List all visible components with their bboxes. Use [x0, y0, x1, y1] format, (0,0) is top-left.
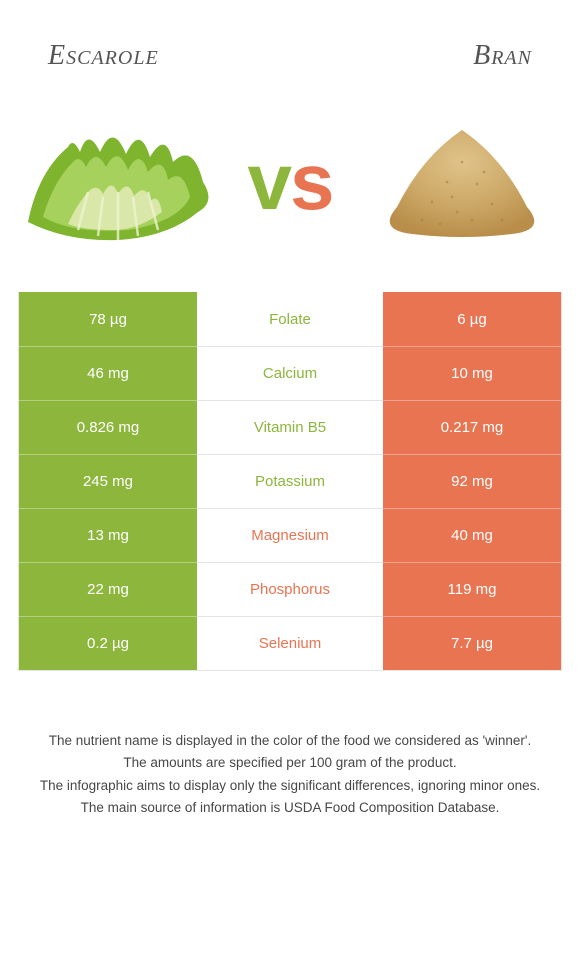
footer-line: The infographic aims to display only the…: [28, 776, 552, 796]
right-value: 40 mg: [383, 508, 561, 562]
left-value: 0.826 mg: [19, 400, 197, 454]
right-value: 92 mg: [383, 454, 561, 508]
vs-s: s: [290, 137, 333, 226]
nutrient-label: Folate: [197, 292, 383, 346]
hero-row: vs: [18, 82, 562, 292]
infographic-container: Escarole Bran vs: [0, 0, 580, 840]
right-value: 0.217 mg: [383, 400, 561, 454]
left-food-title: Escarole: [48, 40, 159, 72]
left-value: 0.2 µg: [19, 616, 197, 670]
bran-image: [362, 112, 562, 252]
footer-line: The nutrient name is displayed in the co…: [28, 731, 552, 751]
left-value: 22 mg: [19, 562, 197, 616]
footer-line: The amounts are specified per 100 gram o…: [28, 753, 552, 773]
nutrient-label: Phosphorus: [197, 562, 383, 616]
title-row: Escarole Bran: [18, 40, 562, 82]
nutrient-label: Calcium: [197, 346, 383, 400]
nutrient-label: Potassium: [197, 454, 383, 508]
right-value: 10 mg: [383, 346, 561, 400]
table-row: 245 mg Potassium 92 mg: [19, 454, 561, 508]
nutrient-label: Magnesium: [197, 508, 383, 562]
right-value: 6 µg: [383, 292, 561, 346]
nutrient-label: Selenium: [197, 616, 383, 670]
left-value: 245 mg: [19, 454, 197, 508]
left-value: 46 mg: [19, 346, 197, 400]
left-value: 13 mg: [19, 508, 197, 562]
footer-line: The main source of information is USDA F…: [28, 798, 552, 818]
vs-v: v: [248, 137, 291, 226]
right-food-title: Bran: [473, 40, 532, 72]
table-row: 46 mg Calcium 10 mg: [19, 346, 561, 400]
comparison-table: 78 µg Folate 6 µg 46 mg Calcium 10 mg 0.…: [18, 292, 562, 671]
table-row: 78 µg Folate 6 µg: [19, 292, 561, 346]
table-row: 22 mg Phosphorus 119 mg: [19, 562, 561, 616]
right-value: 119 mg: [383, 562, 561, 616]
left-value: 78 µg: [19, 292, 197, 346]
vs-label: vs: [248, 142, 333, 222]
table-row: 0.2 µg Selenium 7.7 µg: [19, 616, 561, 670]
nutrient-label: Vitamin B5: [197, 400, 383, 454]
right-value: 7.7 µg: [383, 616, 561, 670]
footer-notes: The nutrient name is displayed in the co…: [18, 731, 562, 818]
escarole-image: [18, 112, 218, 252]
table-row: 0.826 mg Vitamin B5 0.217 mg: [19, 400, 561, 454]
table-row: 13 mg Magnesium 40 mg: [19, 508, 561, 562]
